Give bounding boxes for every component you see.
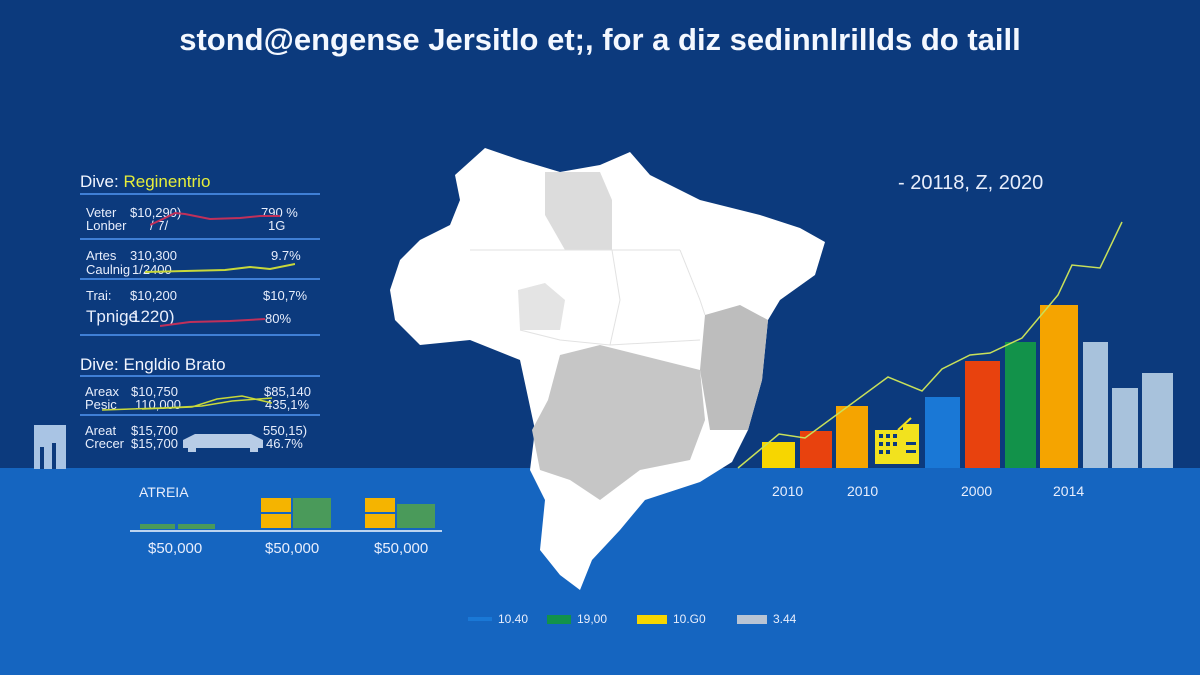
x-tick-label: 2010 [772, 483, 804, 499]
divider [80, 238, 320, 240]
mini-baseline [130, 530, 442, 532]
map-borders [470, 249, 706, 346]
legend-item: 10.G0 [637, 612, 706, 626]
bar [965, 361, 1000, 468]
row-pct: 46.7% [266, 436, 303, 451]
x-tick-label: 2014 [1053, 483, 1085, 499]
bar [925, 397, 960, 468]
divider [80, 193, 320, 195]
legend-label: 10.G0 [673, 612, 706, 626]
sparkline-2 [145, 263, 295, 273]
bar [1083, 342, 1108, 468]
sparkline-1 [150, 211, 280, 226]
divider [80, 375, 320, 377]
legend-label: 3.44 [773, 612, 797, 626]
row-value: $15,700 [131, 436, 178, 451]
bar [1112, 388, 1138, 468]
chart-title: - 20118, Z, 2020 [898, 172, 1044, 194]
trend-line [737, 221, 1123, 469]
row-label: Pesic [85, 397, 117, 412]
legend-swatch [468, 617, 492, 621]
row-label: Artes [86, 248, 117, 263]
row-value: 310,300 [130, 248, 177, 263]
row-value: 1220) [131, 307, 175, 326]
row-label: Crecer [85, 436, 125, 451]
row-pct: $85,140 [264, 384, 311, 399]
legend-swatch [637, 614, 667, 624]
legend-item: 19,00 [547, 612, 607, 626]
sparkline-4 [102, 395, 272, 411]
heading-highlight: Reginentrio [123, 172, 211, 191]
heading-prefix: Dive: [80, 172, 119, 191]
divider [80, 278, 320, 280]
map-region [545, 172, 612, 250]
mini-bar [365, 514, 395, 528]
page-title: stond@engense Jersitlo et;, for a diz se… [179, 22, 1021, 57]
bar [1040, 305, 1078, 468]
legend-swatch [547, 614, 571, 624]
mini-bar [397, 504, 435, 528]
row-value: / 7/ [150, 218, 169, 233]
row-pct: 550,15) [263, 423, 308, 438]
divider [80, 414, 320, 416]
row-pct: 9.7% [271, 248, 301, 263]
mini-bar [140, 524, 175, 529]
bar [800, 431, 832, 468]
mini-bar [178, 524, 215, 529]
row-label: Lonber [86, 218, 127, 233]
divider [80, 334, 320, 336]
row-value: $15,700 [131, 423, 178, 438]
row-pct: 80% [265, 311, 292, 326]
bar [1142, 373, 1173, 468]
row-label: Veter [86, 205, 117, 220]
row-label: Areax [85, 384, 119, 399]
mini-bar [365, 498, 395, 512]
map-region [532, 345, 705, 500]
legend-item: 3.44 [737, 612, 796, 626]
row-pct: 1G [268, 218, 286, 233]
sparkline-3 [160, 318, 266, 327]
legend-swatch [737, 614, 767, 624]
bar [762, 442, 795, 468]
panel2-heading: Dive: Engldio Brato [80, 355, 226, 374]
building-icon [183, 434, 263, 452]
mini-bar [261, 498, 291, 512]
x-tick-label: 2010 [847, 483, 879, 499]
mini-bar [261, 514, 291, 528]
legend-item: 10.40 [468, 612, 528, 626]
bar [1005, 342, 1036, 468]
row-label: Tpnige [86, 307, 138, 326]
mini-amount: $50,000 [148, 540, 203, 557]
row-pct: 435,1% [265, 397, 310, 412]
map-region [700, 305, 768, 430]
row-value: 1/2400 [132, 262, 172, 277]
mini-amount: $50,000 [374, 540, 429, 557]
map-region [518, 283, 565, 330]
mini-amount: $50,000 [265, 540, 320, 557]
mini-label: ATREIA [139, 484, 189, 500]
row-pct: $10,7% [263, 288, 308, 303]
machine-icon [875, 417, 919, 464]
row-label: Areat [85, 423, 117, 438]
mini-bar [293, 498, 331, 528]
row-value: $10,750 [131, 384, 178, 399]
tower-icon [34, 425, 66, 469]
bar [836, 406, 868, 468]
row-value: $10,200 [130, 288, 177, 303]
row-label: Caulnig [86, 262, 131, 277]
legend-label: 10.40 [498, 612, 529, 626]
panel1-heading: Dive: Reginentrio [80, 172, 210, 192]
x-tick-label: 2000 [961, 483, 993, 499]
legend-label: 19,00 [577, 612, 608, 626]
row-label: Trai: [86, 288, 112, 303]
